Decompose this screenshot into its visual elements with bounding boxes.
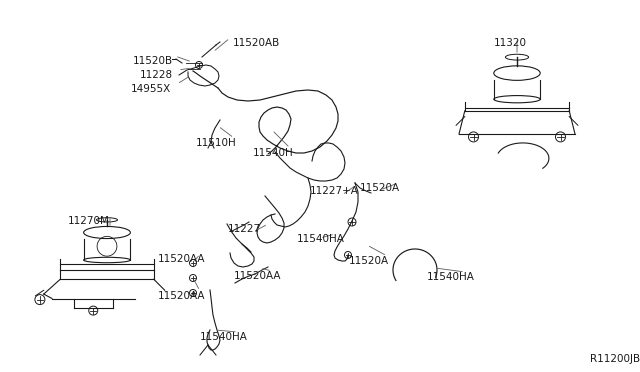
Text: 11540HA: 11540HA [200,332,248,342]
Text: R11200JB: R11200JB [590,354,640,364]
Text: 11320: 11320 [494,38,527,48]
Text: 11270M: 11270M [68,216,110,226]
Text: 11520A: 11520A [360,183,400,193]
Text: 11520AA: 11520AA [234,271,282,281]
Text: 11227+A: 11227+A [310,186,359,196]
Text: 11540HA: 11540HA [427,272,475,282]
Text: 11540HA: 11540HA [297,234,345,244]
Text: 11227: 11227 [228,224,261,234]
Text: 11540H: 11540H [253,148,294,158]
Text: 11520AA: 11520AA [158,254,205,264]
Text: 11520AB: 11520AB [233,38,280,48]
Text: 11510H: 11510H [196,138,237,148]
Text: 11520A: 11520A [349,256,389,266]
Text: 11520AA: 11520AA [158,291,205,301]
Text: 11228: 11228 [140,70,173,80]
Text: 11520B: 11520B [133,56,173,66]
Text: 14955X: 14955X [131,84,172,94]
